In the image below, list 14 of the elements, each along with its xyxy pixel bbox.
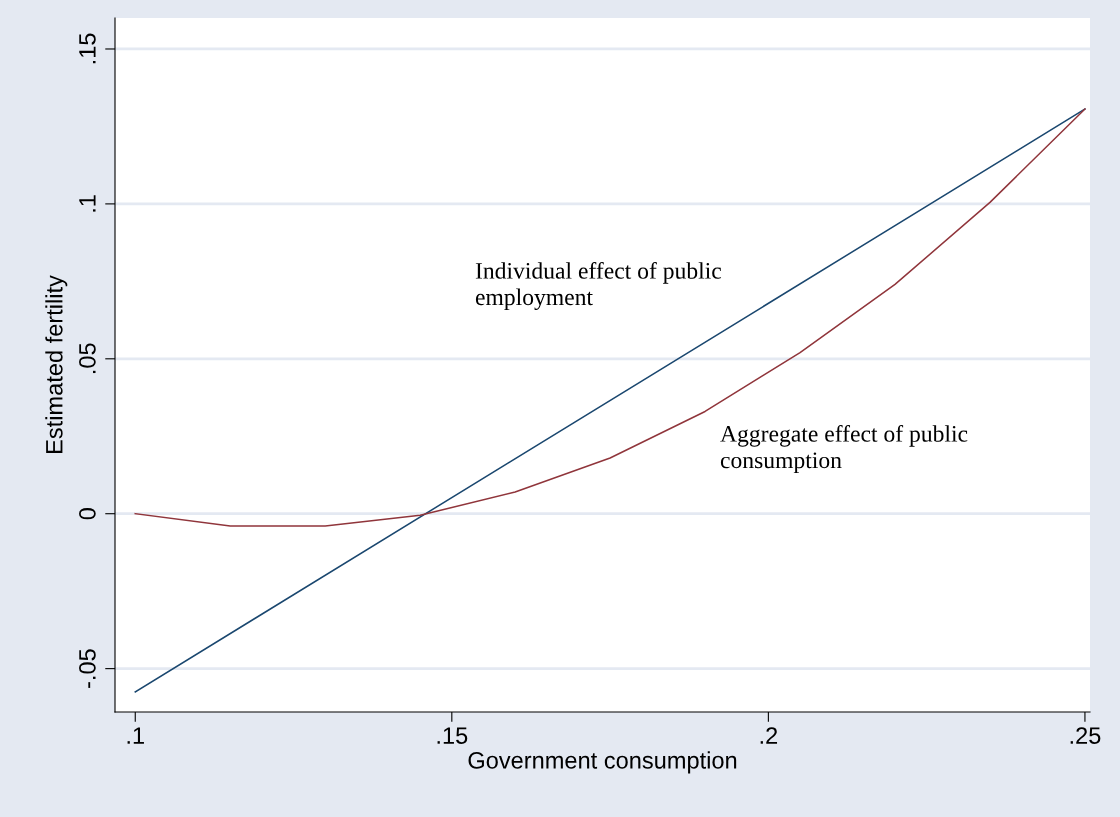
y-tick-label: .05 (79, 343, 96, 374)
x-tick-label: .25 (1070, 727, 1101, 744)
line-series (134, 108, 1086, 527)
y-tick-label: .15 (79, 33, 96, 64)
x-tick-label: .1 (127, 727, 144, 744)
annotation: Aggregate effect of public consumption (720, 425, 968, 474)
y-tick-label: -.05 (79, 649, 96, 688)
y-tick-label: .1 (79, 195, 96, 212)
x-tick-label: .15 (437, 727, 468, 744)
y-axis-title: Estimated fertility (45, 275, 68, 453)
x-axis-title: Government consumption (468, 751, 737, 774)
annotation: Individual effect of public employment (475, 262, 722, 311)
x-tick-label: .2 (760, 727, 778, 744)
y-tick-label: 0 (79, 508, 96, 520)
